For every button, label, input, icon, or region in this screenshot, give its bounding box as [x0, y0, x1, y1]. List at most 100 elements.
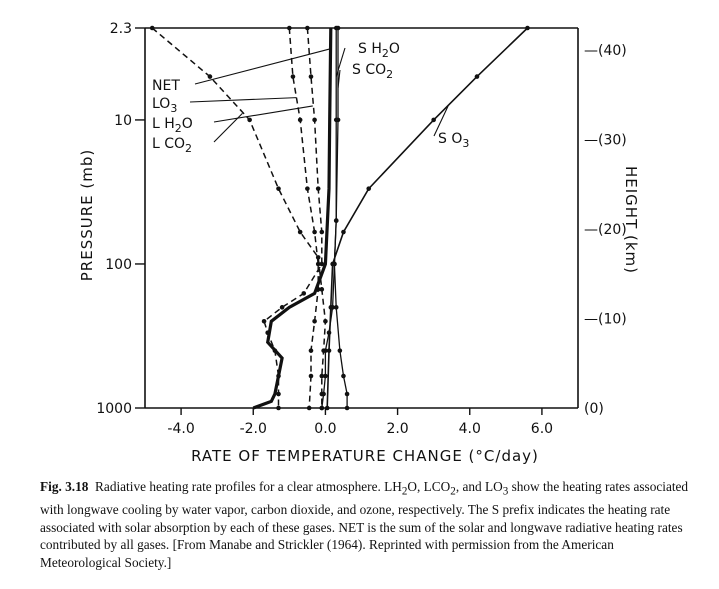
height-tick-label: —(20) — [584, 222, 627, 238]
marker-sco2 — [323, 373, 328, 379]
label-lh2o: L H2O — [152, 116, 193, 135]
leader-so3 — [433, 105, 449, 137]
marker-lh2o — [261, 318, 267, 324]
leader-lh2o — [213, 105, 313, 123]
label-leader-lines — [189, 47, 449, 143]
curves — [149, 25, 530, 411]
caption-fig-number: Fig. 3.18 — [40, 479, 89, 494]
curve-so3 — [326, 27, 529, 409]
marker-lo3 — [312, 229, 317, 235]
marker-sh2o — [337, 348, 343, 353]
marker-lo3 — [312, 318, 317, 324]
caption-text-2: O, LCO — [407, 479, 451, 494]
label-lo3: LO3 — [152, 96, 177, 115]
marker-so3 — [431, 117, 436, 123]
x-tick-label: 6.0 — [531, 421, 553, 437]
marker-lh2o — [308, 74, 314, 79]
marker-lh2o — [265, 330, 270, 335]
marker-lo3 — [305, 186, 310, 191]
marker-lo3 — [287, 25, 292, 31]
y2-axis-title: HEIGHT (km) — [622, 166, 640, 274]
heating-rate-chart: -4.0 -2.0 0.0 2.0 4.0 6.0 2.3 10 100 1000 (0) —(1… — [78, 21, 640, 465]
marker-so3 — [326, 348, 332, 353]
marker-lh2o — [305, 25, 310, 31]
curve-lo3 — [288, 27, 319, 409]
marker-lh2o — [276, 391, 281, 397]
leader-lco2 — [213, 112, 243, 143]
curve-net — [252, 27, 333, 410]
caption-sub-1: 2 — [401, 485, 408, 498]
caption-sub-3: 3 — [502, 485, 509, 498]
marker-sh2o — [333, 305, 339, 310]
marker-sco2 — [335, 117, 341, 123]
caption-text-3: , and LO — [455, 479, 503, 494]
height-tick-label: (0) — [584, 401, 604, 417]
marker-lco2 — [276, 186, 281, 191]
marker-lh2o — [319, 229, 325, 235]
leader-sh2o — [335, 47, 346, 77]
leader-lo3 — [189, 97, 297, 103]
marker-lh2o — [276, 373, 281, 379]
marker-lo3 — [308, 348, 314, 353]
marker-lh2o — [301, 291, 307, 296]
marker-lh2o — [272, 348, 278, 353]
leader-sco2 — [337, 69, 341, 89]
label-lco2: L CO2 — [152, 136, 192, 155]
label-sco2: S CO2 — [352, 62, 393, 81]
marker-lco2 — [323, 318, 328, 324]
marker-sco2 — [321, 391, 326, 397]
marker-lh2o — [319, 261, 325, 267]
label-net: NET — [152, 78, 180, 94]
marker-lco2 — [315, 255, 321, 260]
marker-sco2 — [333, 218, 339, 223]
x-axis-title: RATE OF TEMPERATURE CHANGE (°C/day) — [191, 447, 539, 465]
marker-lco2 — [149, 25, 155, 31]
marker-lh2o — [279, 305, 285, 310]
marker-lco2 — [319, 373, 325, 379]
height-tick-label: —(40) — [584, 43, 627, 59]
marker-lo3 — [290, 74, 296, 79]
marker-so3 — [525, 25, 530, 31]
caption-text-4: show the heating rates associated with l… — [40, 479, 689, 570]
plot-frame — [144, 27, 579, 409]
marker-lh2o — [315, 186, 321, 191]
marker-so3 — [366, 186, 372, 191]
marker-lo3 — [315, 287, 321, 292]
caption-text-1: Radiative heating rate profiles for a cl… — [95, 479, 402, 494]
marker-sco2 — [323, 348, 328, 353]
marker-sh2o — [344, 405, 350, 411]
marker-so3 — [341, 229, 346, 235]
y-axis-ticks: 2.3 10 100 1000 — [96, 21, 145, 417]
caption-sub-2: 2 — [450, 485, 456, 498]
y-tick-label: 100 — [105, 257, 132, 273]
marker-lo3 — [308, 373, 314, 379]
x-axis-ticks: -4.0 -2.0 0.0 2.0 4.0 6.0 — [167, 408, 553, 437]
y-tick-label: 10 — [114, 113, 132, 129]
marker-so3 — [328, 305, 334, 310]
height-axis-ticks: (0) —(10) —(20) —(30) —(40) — [584, 43, 627, 417]
marker-sh2o — [341, 373, 346, 379]
leader-net — [194, 48, 331, 85]
y-tick-label: 2.3 — [110, 21, 132, 37]
marker-so3 — [330, 261, 335, 267]
x-tick-label: 0.0 — [314, 421, 336, 437]
x-tick-label: 2.0 — [386, 421, 408, 437]
height-tick-label: —(10) — [584, 312, 627, 328]
figure-caption: Fig. 3.18 Radiative heating rate profile… — [40, 478, 690, 571]
marker-so3 — [474, 74, 480, 79]
marker-sh2o — [344, 391, 350, 397]
height-tick-label: —(30) — [584, 133, 627, 149]
marker-lh2o — [312, 117, 317, 123]
marker-so3 — [324, 405, 330, 411]
x-tick-label: 4.0 — [459, 421, 481, 437]
curve-lco2 — [151, 27, 327, 408]
x-tick-label: -2.0 — [240, 421, 267, 437]
label-sh2o: S H2O — [358, 41, 400, 60]
marker-lco2 — [297, 229, 303, 235]
marker-lco2 — [247, 117, 252, 123]
marker-sco2 — [319, 405, 325, 411]
marker-lh2o — [276, 405, 281, 411]
label-so3: S O3 — [438, 131, 469, 150]
y-axis-title: PRESSURE (mb) — [78, 149, 96, 281]
